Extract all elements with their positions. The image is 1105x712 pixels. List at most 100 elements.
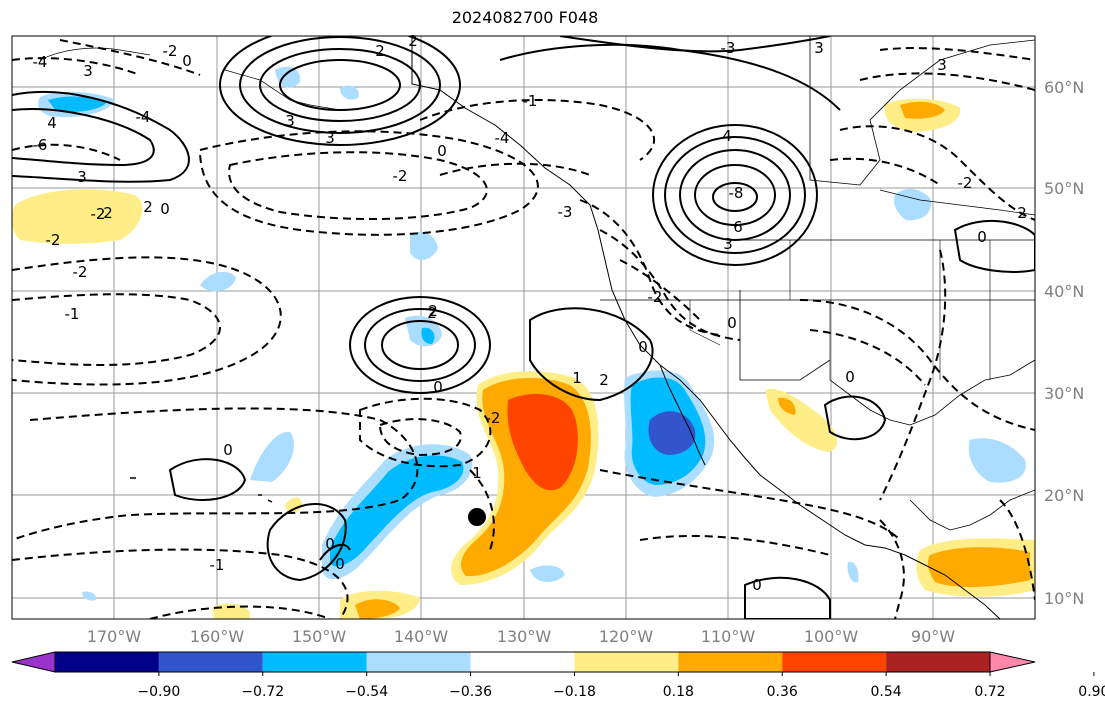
colorbar-label: −0.36 [449,684,492,700]
contours-solid [12,36,1035,619]
lat-tick-label: 20°N [1044,486,1084,505]
contour-label: 0 [437,142,447,160]
lat-ticks: 60°N 50°N 40°N 30°N 20°N 10°N [1044,78,1084,608]
contour-label: 0 [325,535,335,553]
contour-label: -2 [46,231,61,249]
contour-label: 1 [572,369,582,387]
contour-label: -2 [163,42,178,60]
contour-label: -1 [523,92,538,110]
contour-label: -3 [558,203,573,221]
contour-label: 4 [722,127,732,145]
coastlines [39,36,1035,619]
contour-label: 0 [727,314,737,332]
map-frame [11,35,1036,620]
colorbar-segment [470,652,575,672]
contour-label: 4 [47,114,57,132]
contour-label: -3 [721,39,736,57]
contour-label: 2 [103,204,113,222]
contour-label: 2 [375,42,385,60]
colorbar-extend-low [11,651,56,673]
contour-label: 6 [733,218,743,236]
lon-tick-label: 130°W [497,627,552,646]
contour-label: -8 [729,184,744,202]
colorbar-segment [678,652,783,672]
contour-label: 3 [723,235,733,253]
contour-label: 0 [223,441,233,459]
contours-dashed [12,39,1035,619]
strong-anomaly-core [507,394,578,491]
lon-tick-label: 160°W [190,627,245,646]
contour-label: -6 [33,136,48,154]
colorbar-extend-high [989,651,1036,673]
contour-label: 2 [599,371,609,389]
contour-label: 2 [143,198,153,216]
colorbar-segment [366,652,471,672]
contour-labels: -4 3-20-64 -43-2 23-30-2-132-2-22 02-100-863… [33,32,1027,594]
contour-label: -2 [648,288,663,306]
contour-label: 0 [182,52,192,70]
colorbar-segment [886,652,990,672]
lon-tick-label: 170°W [87,627,142,646]
lon-tick-label: 110°W [701,627,756,646]
lon-tick-label: 90°W [911,627,955,646]
contour-label: -2 [393,167,408,185]
colorbar-label: 0.90 [1078,684,1105,700]
colorbar-segment [158,652,263,672]
contour-label: 0 [752,576,762,594]
colorbar-label: −0.72 [241,684,284,700]
colorbar-label: 0.72 [974,684,1005,700]
contour-label: 2 [408,32,418,50]
contour-label: 2 [1017,204,1027,222]
high-center-north [679,149,791,241]
contour-label: -2 [958,174,973,192]
contour-label: 0 [845,368,855,386]
contour-label: 3 [285,112,295,130]
contour-label: 3 [325,129,335,147]
contour-label: -1 [210,556,225,574]
colorbar-label: 0.36 [767,684,798,700]
colorbar-label: −0.90 [137,684,180,700]
lat-tick-label: 30°N [1044,384,1084,403]
colorbar-label: 0.54 [871,684,902,700]
contour-label: -4 [33,53,48,71]
contour-label: -2 [486,409,501,427]
contour-label: 2 [427,304,437,322]
contour-label: -2 [73,263,88,281]
storm-location-marker [468,508,486,526]
contour-label: 1 [472,464,482,482]
lon-tick-label: 120°W [599,627,654,646]
colorbar-segment [262,652,367,672]
contour-label: 0 [433,378,443,396]
colorbar: −0.90 −0.72 −0.54 −0.36 −0.18 0.18 0.36 0.54 0.7… [11,651,1105,700]
lat-tick-label: 50°N [1044,179,1084,198]
lon-tick-label: 100°W [804,627,859,646]
colorbar-label: −0.54 [345,684,388,700]
colorbar-label: −0.18 [553,684,596,700]
contour-label: 3 [77,168,87,186]
lat-tick-label: 10°N [1044,589,1084,608]
colorbar-label: 0.18 [663,684,694,700]
contour-label: 3 [83,62,93,80]
colorbar-segment [55,652,159,672]
map-title: 2024082700 F048 [451,8,599,27]
contour-label: 3 [814,39,824,57]
contour-label: 0 [977,228,987,246]
contour-label: -2 [91,205,106,223]
high-center-aleutian [219,36,461,146]
contour-label: 3 [937,56,947,74]
lat-tick-label: 60°N [1044,78,1084,97]
colorbar-segment [574,652,679,672]
contour-label: -4 [495,129,510,147]
contour-label: 0 [160,200,170,218]
colorbar-segment [782,652,887,672]
contour-label: 0 [638,338,648,356]
contour-label: -1 [65,305,80,323]
shaded-field [12,66,1035,619]
contour-label: 0 [335,555,345,573]
lon-tick-label: 140°W [394,627,449,646]
contour-label: -4 [136,108,151,126]
contour-label: 2 [428,302,438,320]
lon-ticks: 170°W 160°W 150°W 140°W 130°W 120°W 110°… [87,627,955,646]
positive-anomaly-west [12,189,143,244]
